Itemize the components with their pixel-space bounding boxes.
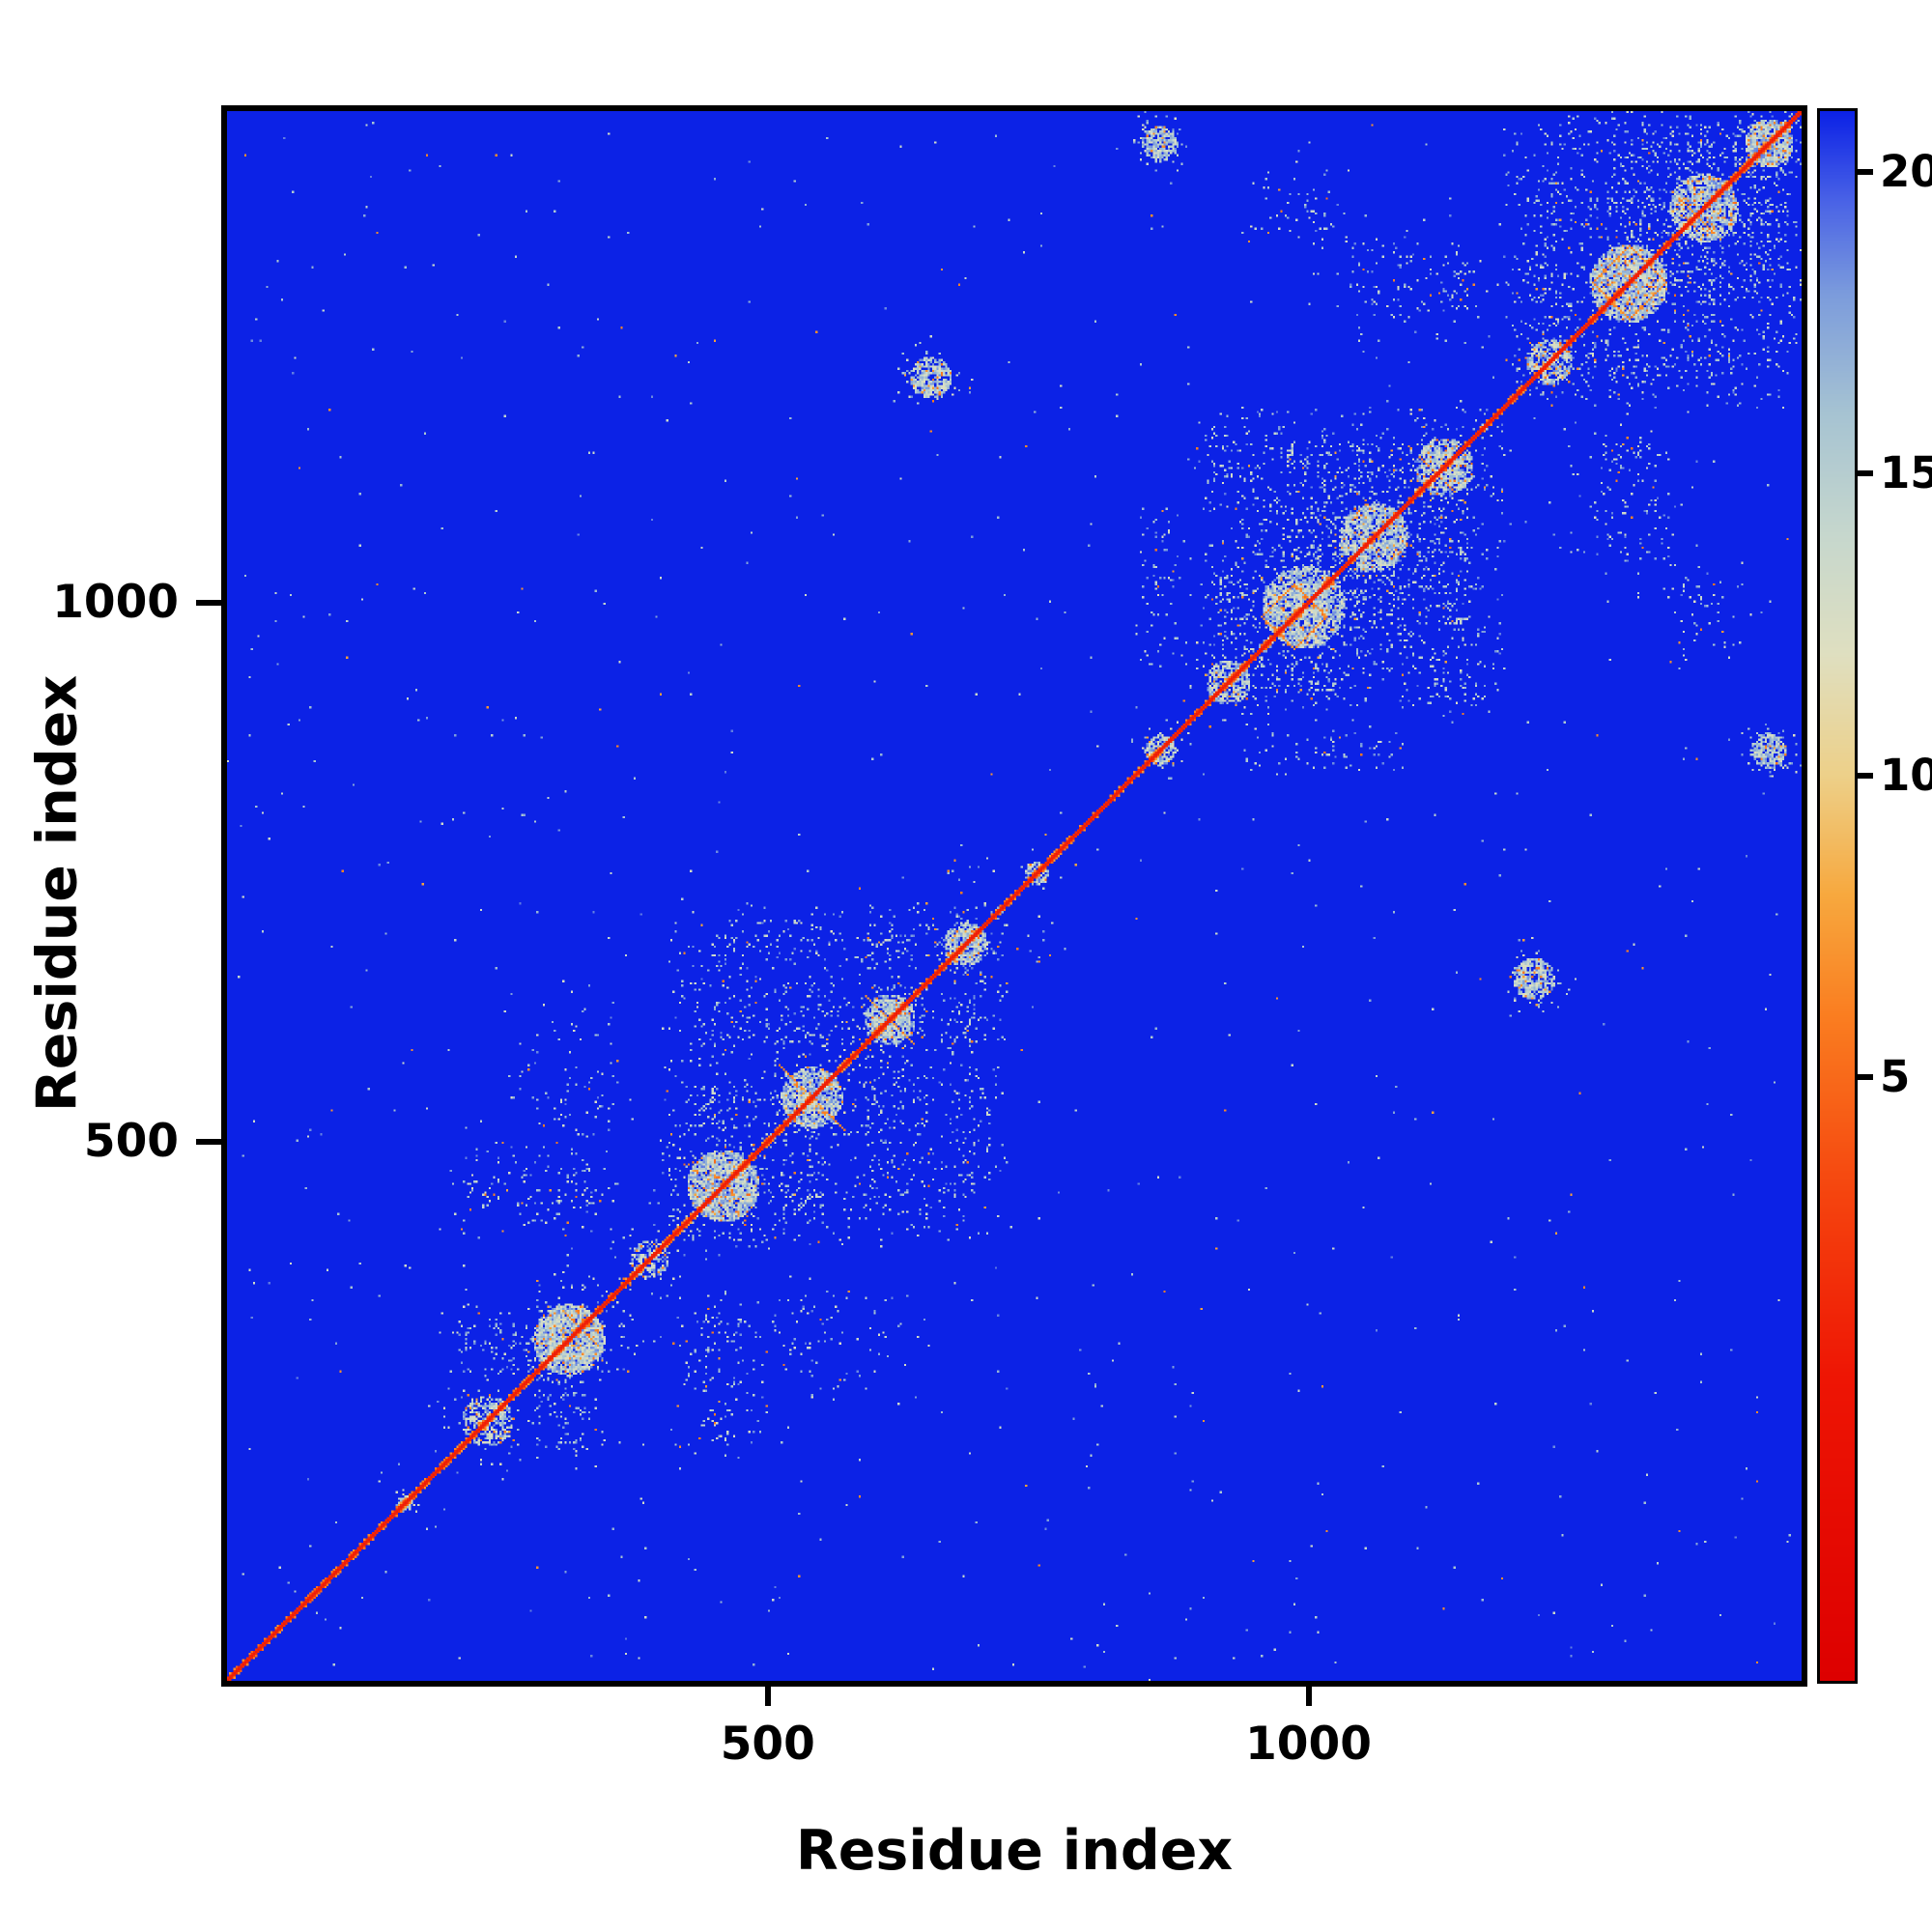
colorbar-tick-mark [1858, 772, 1873, 779]
y-tick-label: 500 [83, 1114, 179, 1168]
colorbar-tick-mark [1858, 168, 1873, 175]
colorbar-tick-mark [1858, 1074, 1873, 1080]
y-tick-label: 1000 [52, 575, 179, 629]
y-tick-mark [196, 1138, 221, 1145]
y-tick-mark [196, 599, 221, 606]
heatmap-canvas [227, 111, 1802, 1681]
colorbar-tick-label: 10 [1880, 749, 1932, 801]
x-tick-label: 1000 [1245, 1718, 1372, 1771]
x-axis-label: Residue index [795, 1819, 1234, 1883]
x-tick-mark [764, 1681, 771, 1706]
colorbar [1820, 111, 1855, 1681]
colorbar-tick-label: 15 [1880, 447, 1932, 498]
colorbar-tick-mark [1858, 470, 1873, 476]
colorbar-tick-label: 20 [1880, 145, 1932, 197]
x-tick-label: 500 [720, 1718, 815, 1771]
y-axis-label: Residue index [25, 674, 90, 1113]
colorbar-tick-label: 5 [1880, 1051, 1911, 1102]
x-tick-mark [1305, 1681, 1312, 1706]
